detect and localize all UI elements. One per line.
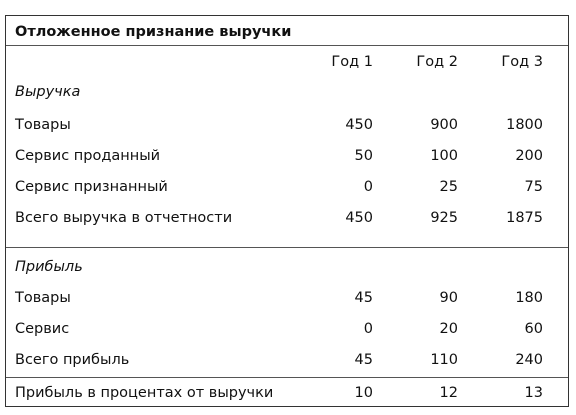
cell-value: 10 xyxy=(354,385,373,401)
row-label-total-revenue: Всего выручка в отчетности xyxy=(15,210,233,226)
row-label-total-profit: Всего прибыль xyxy=(15,352,130,368)
cell-value: 450 xyxy=(345,210,373,226)
cell-value: 110 xyxy=(430,352,458,368)
cell-value: 12 xyxy=(439,385,458,401)
cell-value: 180 xyxy=(515,290,543,306)
row-label: Сервис признанный xyxy=(15,179,168,195)
cell-value: 0 xyxy=(363,179,373,195)
divider xyxy=(6,377,568,378)
cell-value: 20 xyxy=(439,321,458,337)
column-header-year-1: Год 1 xyxy=(331,54,373,70)
cell-value: 50 xyxy=(354,148,373,164)
cell-value: 925 xyxy=(430,210,458,226)
row-label: Сервис проданный xyxy=(15,148,161,164)
cell-value: 100 xyxy=(430,148,458,164)
cell-value: 1875 xyxy=(506,210,543,226)
cell-value: 900 xyxy=(430,117,458,133)
cell-value: 45 xyxy=(354,352,373,368)
cell-value: 0 xyxy=(363,321,373,337)
section-label-revenue: Выручка xyxy=(15,84,81,100)
row-label-profit-margin: Прибыль в процентах от выручки xyxy=(15,385,274,401)
cell-value: 450 xyxy=(345,117,373,133)
revenue-recognition-table: Отложенное признание выручки Год 1 Год 2… xyxy=(5,15,569,407)
cell-value: 1800 xyxy=(506,117,543,133)
cell-value: 13 xyxy=(524,385,543,401)
divider xyxy=(6,247,568,248)
section-label-profit: Прибыль xyxy=(15,259,83,275)
column-header-year-3: Год 3 xyxy=(501,54,543,70)
row-label: Товары xyxy=(15,290,71,306)
cell-value: 240 xyxy=(515,352,543,368)
row-label: Товары xyxy=(15,117,71,133)
table-title: Отложенное признание выручки xyxy=(15,24,292,40)
cell-value: 25 xyxy=(439,179,458,195)
cell-value: 75 xyxy=(524,179,543,195)
cell-value: 60 xyxy=(524,321,543,337)
cell-value: 200 xyxy=(515,148,543,164)
cell-value: 45 xyxy=(354,290,373,306)
column-header-year-2: Год 2 xyxy=(416,54,458,70)
row-label: Сервис xyxy=(15,321,70,337)
divider xyxy=(6,45,568,46)
cell-value: 90 xyxy=(439,290,458,306)
